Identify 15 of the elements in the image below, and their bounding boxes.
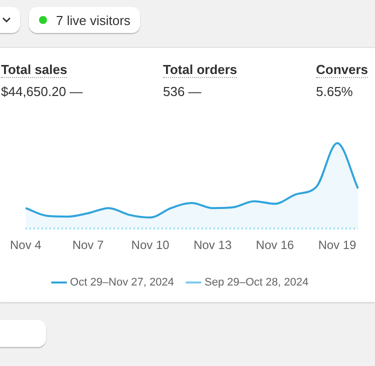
text: 5.65% bbox=[316, 84, 353, 99]
legend-label: Oct 29–Nov 27, 2024 bbox=[70, 276, 174, 289]
text: Convers bbox=[316, 62, 368, 78]
x-tick-label: Nov 16 bbox=[256, 238, 294, 252]
text: 536 — bbox=[163, 84, 202, 99]
x-tick-label: Nov 13 bbox=[194, 238, 232, 252]
x-tick-label: Nov 10 bbox=[131, 238, 170, 252]
text: $44,650.20 — bbox=[1, 84, 83, 99]
text: 7 live visitors bbox=[56, 12, 130, 28]
x-tick-label: Nov 4 bbox=[10, 238, 42, 252]
text: Total orders bbox=[163, 62, 238, 78]
text: Total sales bbox=[1, 62, 68, 78]
x-tick-label: Nov 7 bbox=[72, 238, 104, 252]
x-tick-label: Nov 19 bbox=[318, 238, 357, 252]
legend-label: Sep 29–Oct 28, 2024 bbox=[204, 276, 308, 289]
